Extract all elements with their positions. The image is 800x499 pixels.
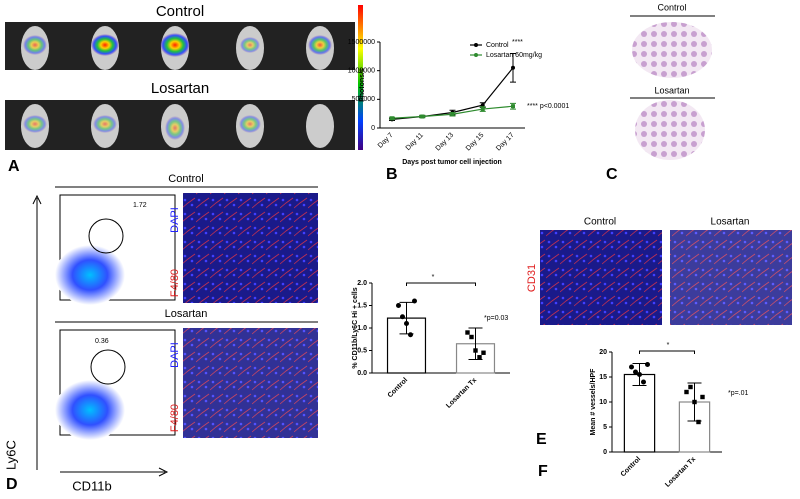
data-point	[692, 399, 697, 405]
y-tick-label: 1500000	[348, 39, 375, 46]
data-point	[400, 314, 405, 320]
panel-letter: E	[536, 431, 547, 448]
panel-title: Losartan	[654, 85, 689, 95]
marker	[511, 104, 515, 109]
cd31-images	[540, 230, 792, 325]
annotation: *p=.01	[728, 390, 749, 397]
annotation: *p=0.03	[484, 315, 508, 322]
x-tick-label: Day 13	[435, 132, 456, 153]
marker	[390, 116, 394, 121]
x-tick-label: Losartan Tx	[664, 456, 697, 489]
data-point	[633, 369, 638, 375]
images	[5, 5, 792, 477]
data-point	[684, 389, 689, 395]
annotation: *	[667, 342, 670, 349]
data-point	[629, 364, 634, 370]
error-bar	[468, 327, 483, 360]
panel-letter: A	[8, 158, 20, 175]
data-point	[473, 348, 478, 353]
panel-letter: D	[6, 476, 18, 493]
y-tick-label: 2.0	[357, 280, 367, 287]
data-point	[404, 321, 409, 326]
data-point	[641, 379, 646, 385]
y-tick-label: 0.5	[357, 347, 367, 354]
x-tick-label: Losartan Tx	[445, 377, 478, 410]
x-tick-label: Day 17	[495, 132, 516, 153]
data-point	[700, 394, 705, 400]
axis-marker: Ly6C	[3, 440, 18, 470]
histology-images	[630, 15, 715, 160]
x-tick-label: Day 7	[377, 132, 395, 150]
bioluminescence-images	[5, 5, 363, 150]
data-point	[637, 372, 642, 377]
y-tick-label: 1.0	[357, 325, 367, 332]
x-axis-label: Days post tumor cell injection	[402, 159, 502, 166]
y-tick-label: 500000	[352, 96, 375, 103]
panel-title: Control	[156, 3, 204, 20]
y-tick-label: 1000000	[348, 68, 375, 75]
y-tick-label: 0.0	[357, 370, 367, 377]
significance-bracket	[406, 282, 476, 286]
panel-title: Control	[657, 2, 686, 12]
y-tick-label: 5	[603, 424, 607, 431]
data-point	[645, 362, 650, 367]
bar	[678, 401, 711, 453]
data-point	[396, 303, 401, 308]
y-axis-label: Photons/s	[359, 68, 366, 102]
data-point	[469, 334, 474, 340]
image-title: Control	[584, 217, 616, 228]
data-point	[477, 355, 482, 360]
stain-label: DAPI	[169, 207, 181, 233]
legend-label: Control	[486, 42, 509, 49]
y-tick-label: 1.5	[357, 302, 367, 309]
panel-letter: C	[606, 166, 618, 183]
x-tick-label: Day 11	[405, 132, 425, 152]
marker	[450, 112, 455, 117]
y-tick-label: 15	[599, 374, 607, 381]
data-point	[408, 332, 413, 338]
significance-bracket	[639, 350, 695, 354]
annotation: *	[432, 274, 435, 281]
marker	[511, 65, 515, 70]
bar	[623, 373, 656, 453]
y-axis-label: Mean # vessels/HPF	[590, 368, 597, 436]
y-axis-label: % CD11b/Ly6C Hi + cells	[352, 287, 359, 368]
data-point	[412, 298, 417, 304]
marker	[480, 103, 485, 108]
y-tick-label: 10	[599, 399, 607, 406]
x-tick-label: Control	[387, 377, 410, 400]
legend-marker	[474, 43, 478, 47]
y-tick-label: 0	[603, 449, 607, 456]
panel-title: Losartan	[151, 80, 209, 97]
axis-marker: CD11b	[72, 478, 112, 493]
x-tick-label: Control	[620, 456, 643, 479]
legend-marker	[474, 53, 478, 57]
y-tick-label: 20	[599, 349, 607, 356]
panel-letter: F	[538, 463, 548, 480]
data-point	[696, 419, 701, 425]
stain-label: DAPI	[169, 342, 181, 368]
data-point	[688, 384, 693, 390]
x-tick-label: Day 15	[465, 132, 486, 153]
gate-value: 1.72	[133, 202, 147, 209]
flow-plots	[32, 186, 318, 477]
gate-value: 0.36	[95, 338, 109, 345]
annotation: ****	[512, 39, 523, 46]
panel-letter: B	[386, 166, 398, 183]
image-title: Losartan	[711, 217, 750, 228]
y-tick-label: 0	[371, 125, 375, 132]
data-point	[465, 330, 470, 335]
marker	[480, 107, 485, 112]
stain-label: F4/80	[169, 404, 181, 432]
marker	[420, 114, 425, 119]
stain-label: CD31	[526, 264, 538, 292]
panel-title: Control	[168, 173, 203, 185]
panel-title: Losartan	[165, 308, 208, 320]
annotation: **** p<0.0001	[527, 103, 569, 110]
data-point	[481, 350, 486, 355]
stain-label: F4/80	[169, 269, 181, 297]
figure-texts: Control Losartan Control Losartan Contro…	[3, 2, 749, 493]
legend-label: Losartan 60mg/kg	[486, 52, 542, 59]
